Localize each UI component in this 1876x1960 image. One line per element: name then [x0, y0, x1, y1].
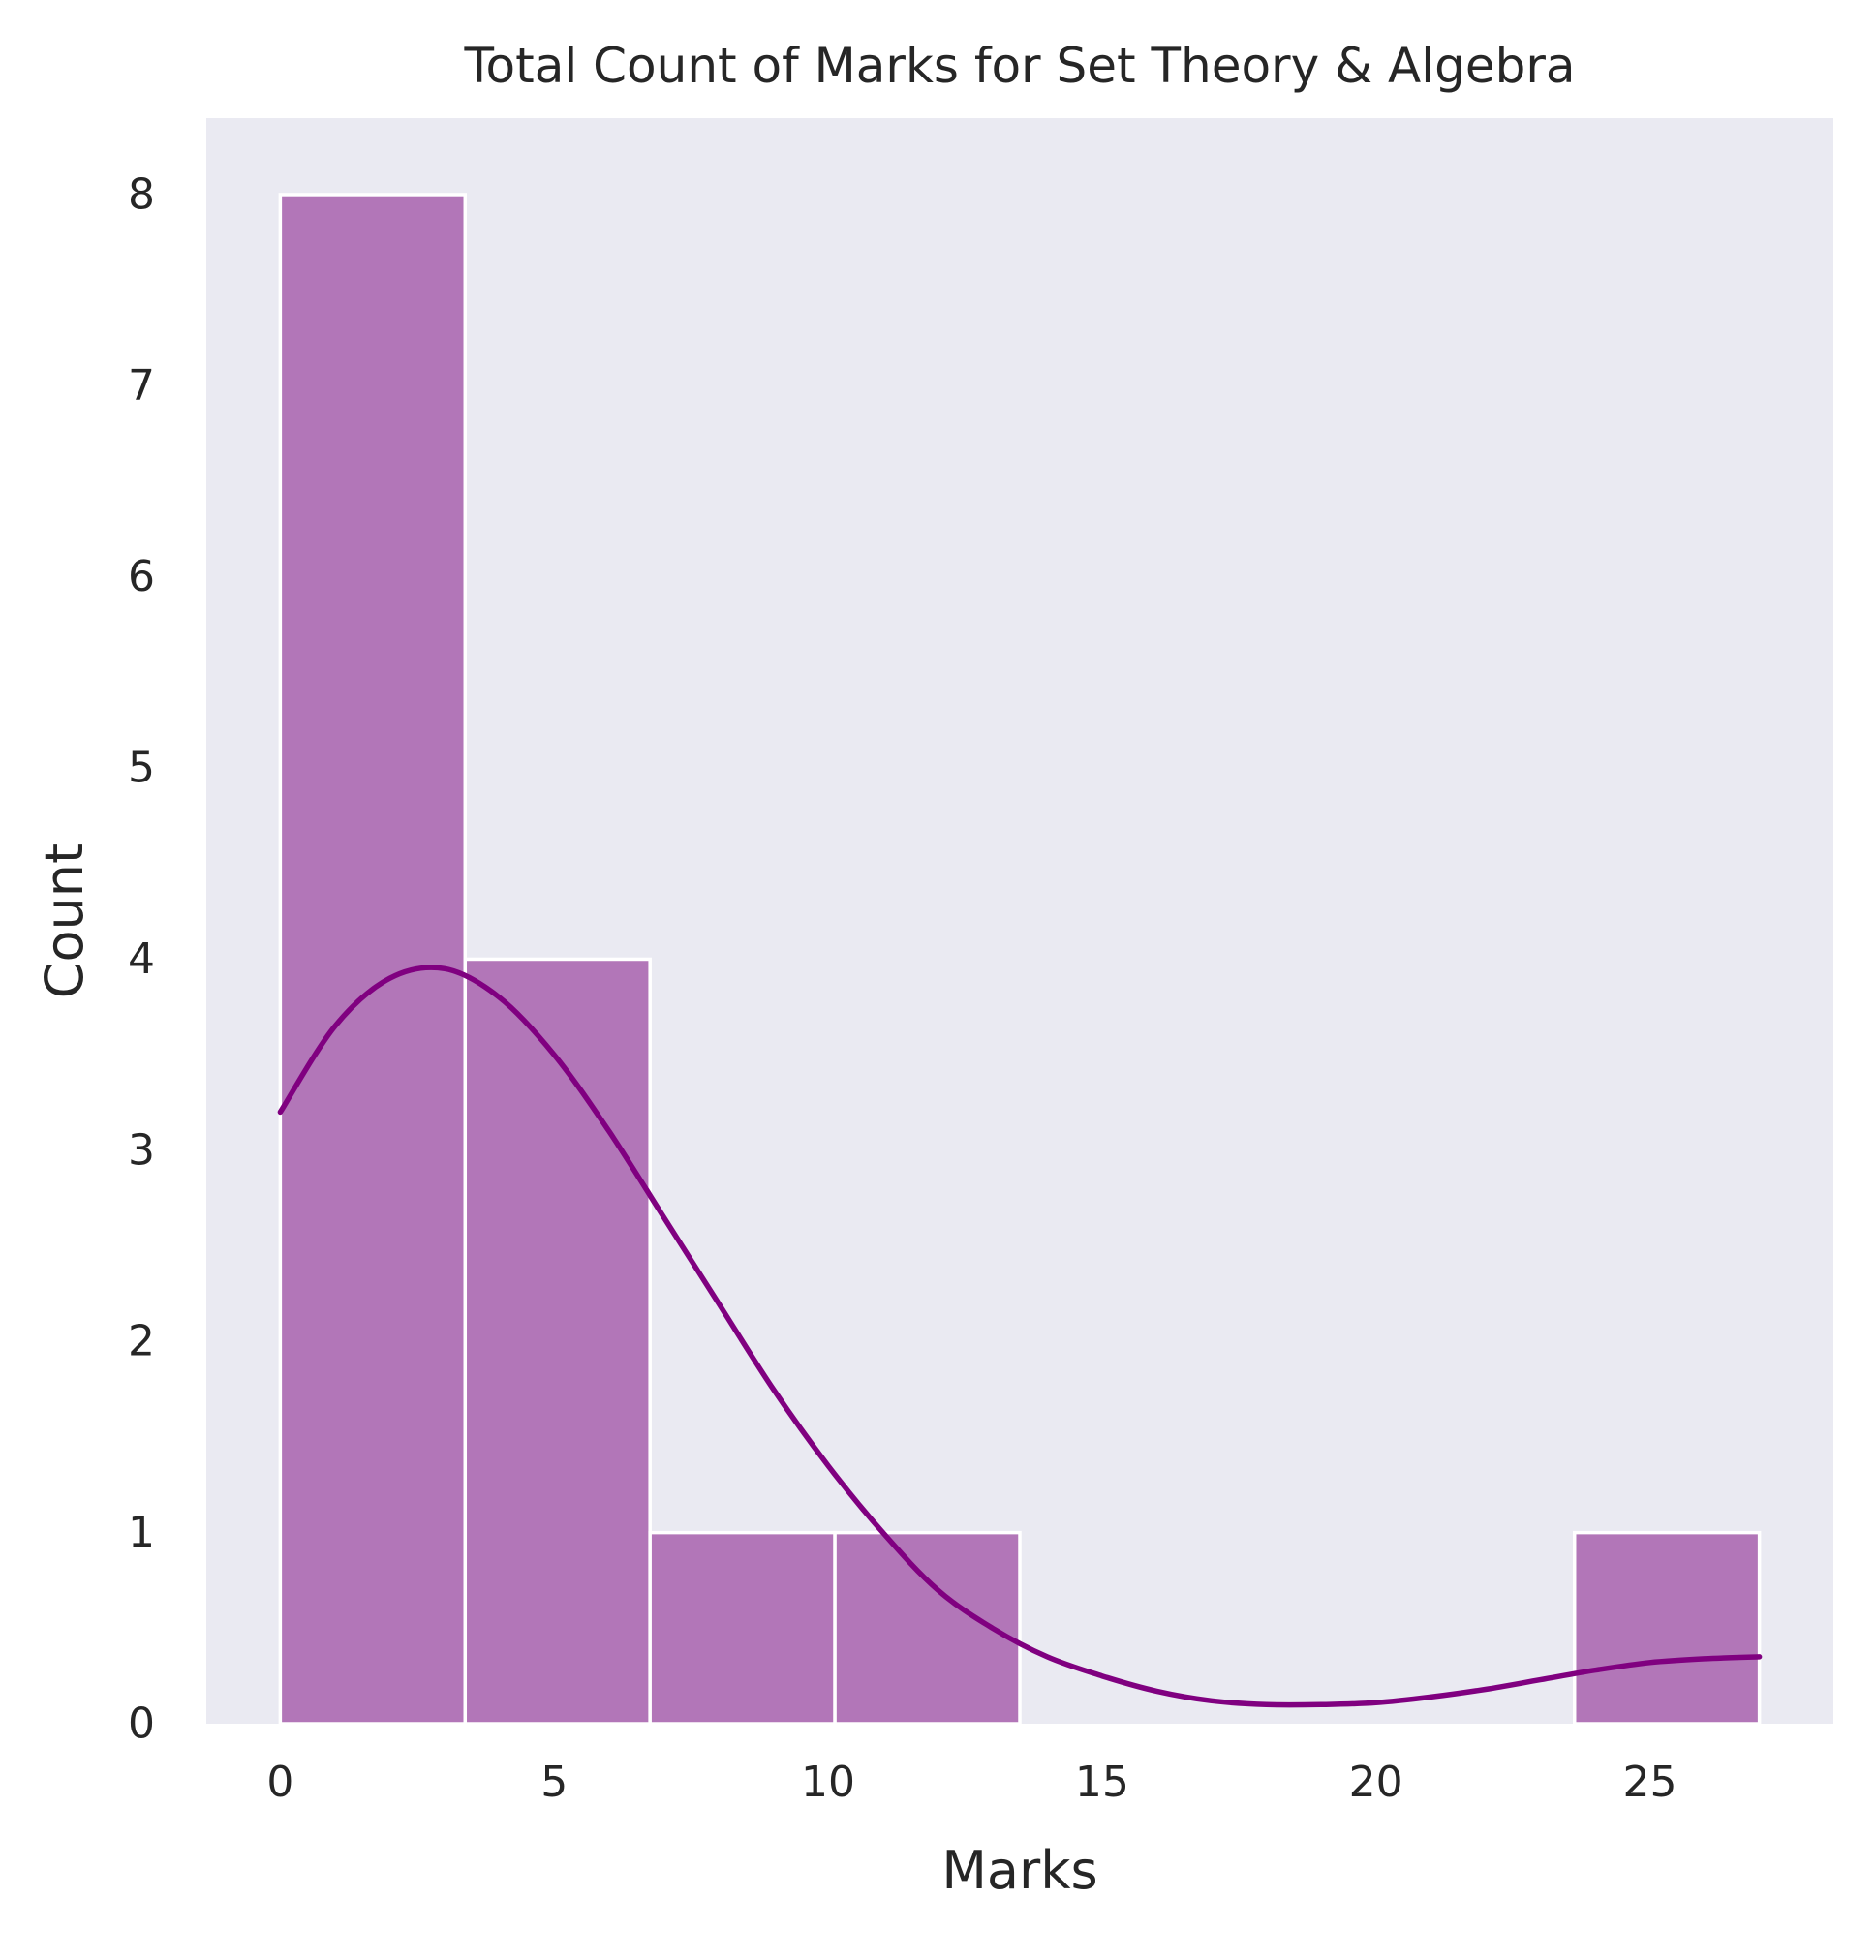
x-tick-labels: 0 5 10 15 20 25	[266, 1758, 1676, 1807]
histogram-bar	[648, 1530, 837, 1726]
histogram-bar	[278, 193, 468, 1726]
histogram-bar	[1572, 1530, 1762, 1726]
y-tick-label: 3	[128, 1125, 155, 1175]
x-tick-label: 10	[801, 1758, 855, 1807]
y-tick-label: 2	[128, 1317, 155, 1366]
x-axis-label: Marks	[941, 1840, 1097, 1901]
y-tick-label: 4	[128, 934, 155, 984]
x-tick-label: 15	[1075, 1758, 1129, 1807]
histogram-bar	[463, 957, 652, 1726]
y-axis-label: Count	[34, 843, 95, 998]
y-tick-label: 7	[128, 361, 155, 411]
y-tick-label: 8	[128, 169, 155, 219]
x-tick-label: 25	[1623, 1758, 1677, 1807]
y-tick-label: 5	[128, 744, 155, 793]
chart-title: Total Count of Marks for Set Theory & Al…	[463, 38, 1575, 94]
kde-curve	[277, 965, 1763, 1708]
x-tick-label: 0	[266, 1758, 293, 1807]
y-tick-labels: 0 1 2 3 4 5 6 7 8	[128, 169, 155, 1748]
x-tick-label: 5	[540, 1758, 568, 1807]
y-tick-label: 1	[128, 1508, 155, 1557]
bars-layer	[278, 193, 1762, 1726]
x-tick-label: 20	[1349, 1758, 1403, 1807]
y-tick-label: 6	[128, 552, 155, 601]
y-tick-label: 0	[128, 1700, 155, 1749]
